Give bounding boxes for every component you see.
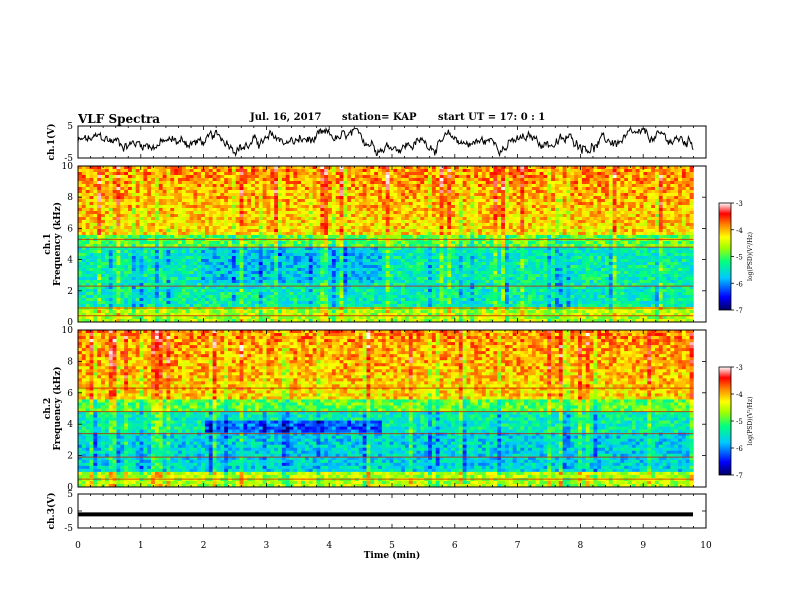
ch1-spectrogram-colorbar-tick-label: -7 (736, 307, 743, 315)
ch1-spectrogram-colorbar-tick-label: -5 (736, 254, 743, 262)
plot-header: VLF Spectra Jul. 16, 2017 station= KAP s… (0, 112, 792, 128)
ch3-waveform-tick-label: -5 (64, 524, 73, 534)
ch2-spectrogram-colorbar-label: log(PSD)(V²/Hz) (747, 397, 754, 446)
ch1-spectrogram-tick-label: 10 (62, 162, 74, 172)
ch2-spectrogram-tick-label: 8 (67, 357, 73, 367)
ch1-spectrogram-tick-label: 4 (67, 256, 73, 266)
x-tick-label: 0 (75, 541, 81, 551)
x-tick-label: 8 (578, 541, 584, 551)
ch2-spectrogram-tick-label: 4 (67, 420, 73, 430)
ch1-waveform-ylabel: ch.1(V) (46, 124, 57, 161)
ch3-waveform-tick-label: 5 (67, 490, 73, 500)
ch1-spectrogram-colorbar-tick-label: -6 (736, 280, 743, 288)
plot-title: VLF Spectra (78, 112, 161, 126)
ch1-waveform-tick-label: 5 (67, 122, 73, 132)
ch2-spectrogram-tick-label: 2 (67, 452, 73, 462)
ch2-spectrogram-tick-label: 6 (67, 389, 73, 399)
ch2-spectrogram-tick-label: 0 (67, 483, 73, 493)
ch2-spectrogram-ylabel: Frequency (kHz) (52, 366, 63, 450)
x-axis-label: Time (min) (364, 550, 421, 561)
start-ut-label: start UT = 17: 0 : 1 (438, 112, 546, 123)
ch1-spectrogram-colorbar-tick-label: -3 (736, 200, 743, 208)
ch2-spectrogram-colorbar (718, 366, 732, 476)
ch3-waveform-ylabel: ch.3(V) (46, 493, 57, 530)
ch2-spectrogram-colorbar-tick-label: -5 (736, 418, 743, 426)
ch1-spectrogram-colorbar-label: log(PSD)(V²/Hz) (747, 232, 754, 281)
ch2-spectrogram-heatmap (78, 330, 694, 488)
ch1-spectrogram-tick-label: 2 (67, 287, 73, 297)
x-tick-label: 10 (700, 541, 712, 551)
ch2-spectrogram-colorbar-tick-label: -3 (736, 364, 743, 372)
ch3-waveform-tick-label: 0 (67, 507, 73, 517)
x-tick-label: 3 (264, 541, 270, 551)
x-tick-label: 4 (326, 541, 332, 551)
x-tick-label: 2 (201, 541, 207, 551)
station-label: station= KAP (342, 112, 417, 123)
ch3-waveform-frame (77, 493, 707, 529)
ch1-spectrogram-colorbar (718, 202, 732, 311)
x-tick-label: 1 (138, 541, 144, 551)
x-tick-label: 5 (389, 541, 395, 551)
x-tick-label: 9 (640, 541, 646, 551)
ch1-spectrogram-colorbar-tick-label: -4 (736, 227, 743, 235)
ch2-spectrogram-colorbar-tick-label: -6 (736, 445, 743, 453)
ch2-spectrogram-colorbar-tick-label: -7 (736, 472, 743, 480)
ch2-spectrogram-ylabel: ch.2 (43, 398, 53, 419)
ch1-waveform-tick-label: -5 (64, 154, 73, 164)
ch1-spectrogram-tick-label: 8 (67, 193, 73, 203)
ch1-waveform-line (77, 126, 694, 158)
ch1-spectrogram-heatmap (78, 166, 694, 323)
ch1-spectrogram-tick-label: 0 (67, 318, 73, 328)
ch1-spectrogram-ylabel: ch.1 (43, 233, 53, 254)
ch1-spectrogram-tick-label: 6 (67, 224, 73, 234)
x-tick-label: 7 (515, 541, 521, 551)
x-tick-label: 6 (452, 541, 458, 551)
ch2-spectrogram-tick-label: 10 (62, 326, 74, 336)
plot-date: Jul. 16, 2017 (250, 112, 322, 123)
ch1-spectrogram-ylabel: Frequency (kHz) (52, 202, 63, 286)
ch2-spectrogram-colorbar-tick-label: -4 (736, 391, 743, 399)
